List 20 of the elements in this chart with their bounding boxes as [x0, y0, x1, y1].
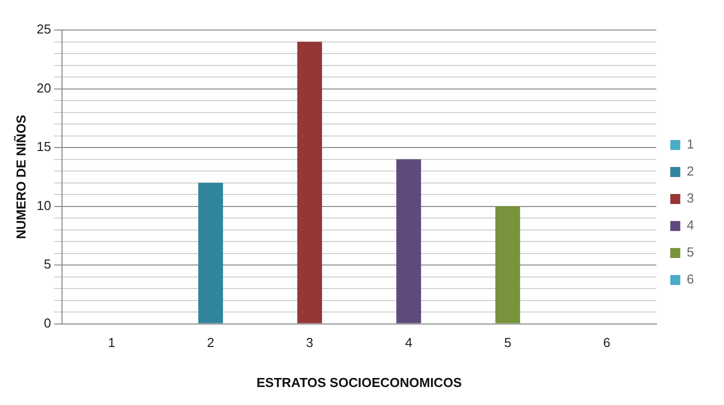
legend-label: 5: [686, 244, 694, 260]
y-tick-label: 5: [44, 256, 52, 272]
x-tick-label: 4: [405, 335, 412, 350]
x-tick-label: 2: [206, 335, 214, 350]
x-tick-label: 6: [603, 335, 610, 350]
y-tick-label: 0: [44, 315, 52, 330]
legend-label: 1: [686, 136, 694, 152]
legend-label: 4: [686, 218, 694, 233]
x-tick-label: 3: [306, 335, 314, 350]
y-tick-label: 20: [36, 80, 52, 96]
y-tick-label: 25: [36, 22, 52, 37]
x-axis-title: ESTRATOS SOCIOECONOMICOS: [256, 374, 462, 390]
y-axis-title: NUMERO DE NIÑOS: [13, 114, 28, 240]
y-tick-label: 10: [36, 198, 52, 213]
legend-label: 2: [686, 164, 694, 179]
x-tick-label: 1: [108, 335, 116, 350]
legend-label: 6: [686, 272, 694, 287]
x-tick-label: 5: [504, 335, 512, 350]
y-tick-label: 15: [36, 139, 52, 154]
legend-label: 3: [686, 190, 694, 206]
